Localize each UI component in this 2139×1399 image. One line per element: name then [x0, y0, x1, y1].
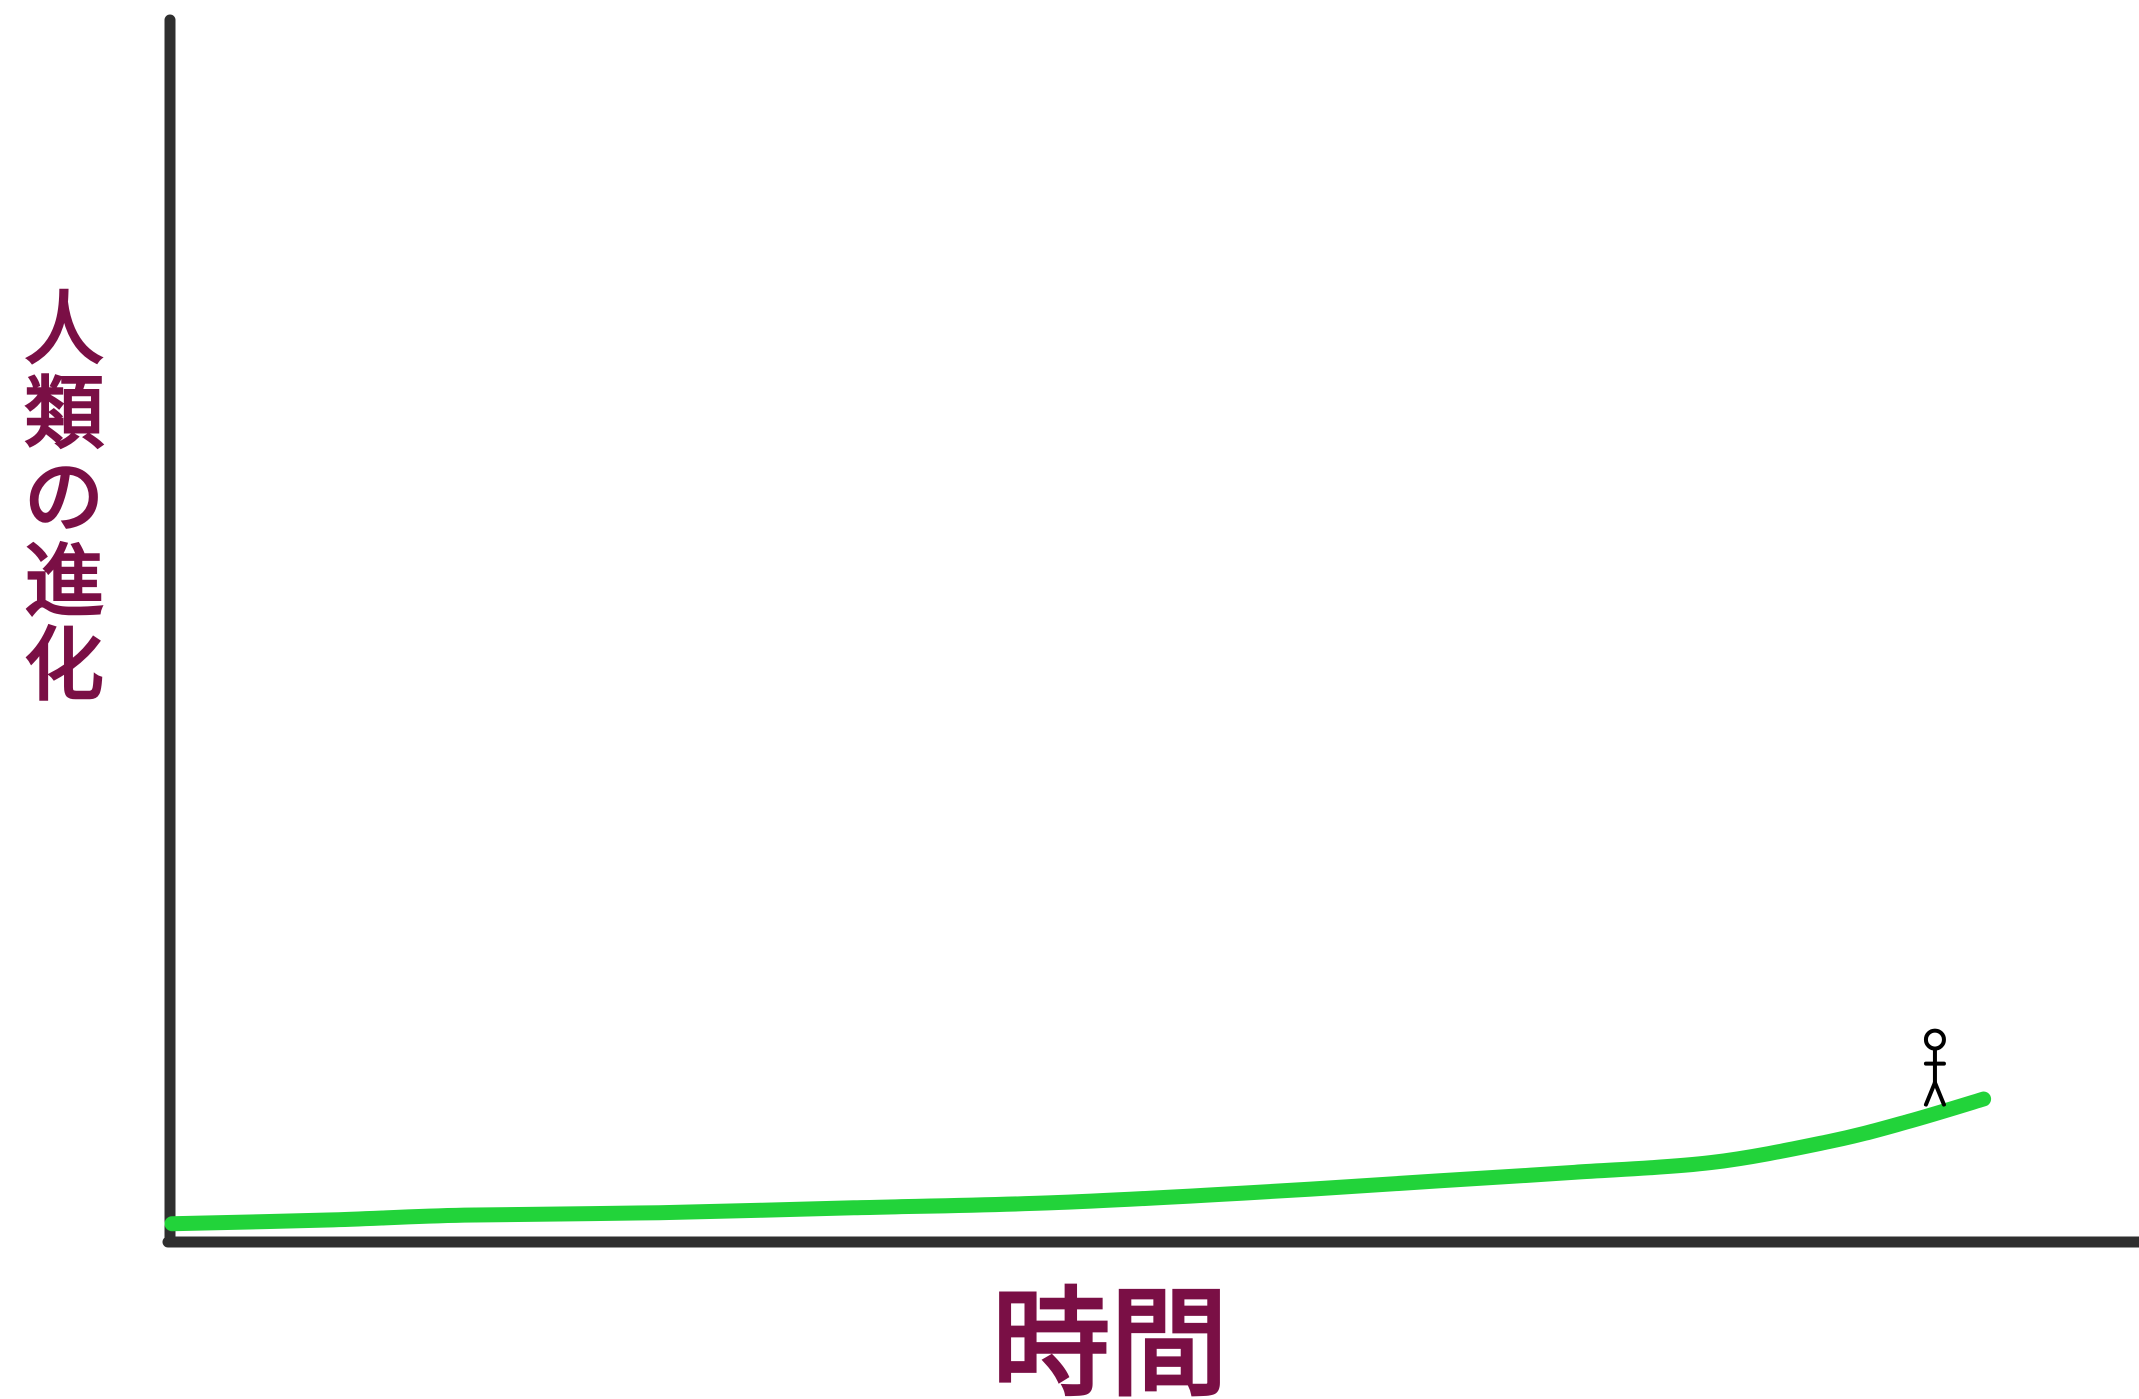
stick-figure-icon	[1923, 1028, 1946, 1107]
series-line	[164, 1091, 1992, 1232]
y-axis-label-char: 進	[24, 535, 104, 628]
y-axis-label-char: の	[24, 451, 104, 544]
y-axis-label-char: 類	[24, 367, 104, 460]
x-axis-label: 時間	[992, 1275, 1228, 1399]
y-axis-label-char: 化	[24, 619, 104, 712]
stick-figure-right-leg	[1932, 1080, 1946, 1107]
y-axis-label-char: 人	[24, 283, 104, 376]
stick-figure-left-leg	[1923, 1080, 1937, 1107]
y-axis-label: 人類の進化	[0, 290, 130, 710]
stick-figure-head	[1923, 1028, 1946, 1051]
